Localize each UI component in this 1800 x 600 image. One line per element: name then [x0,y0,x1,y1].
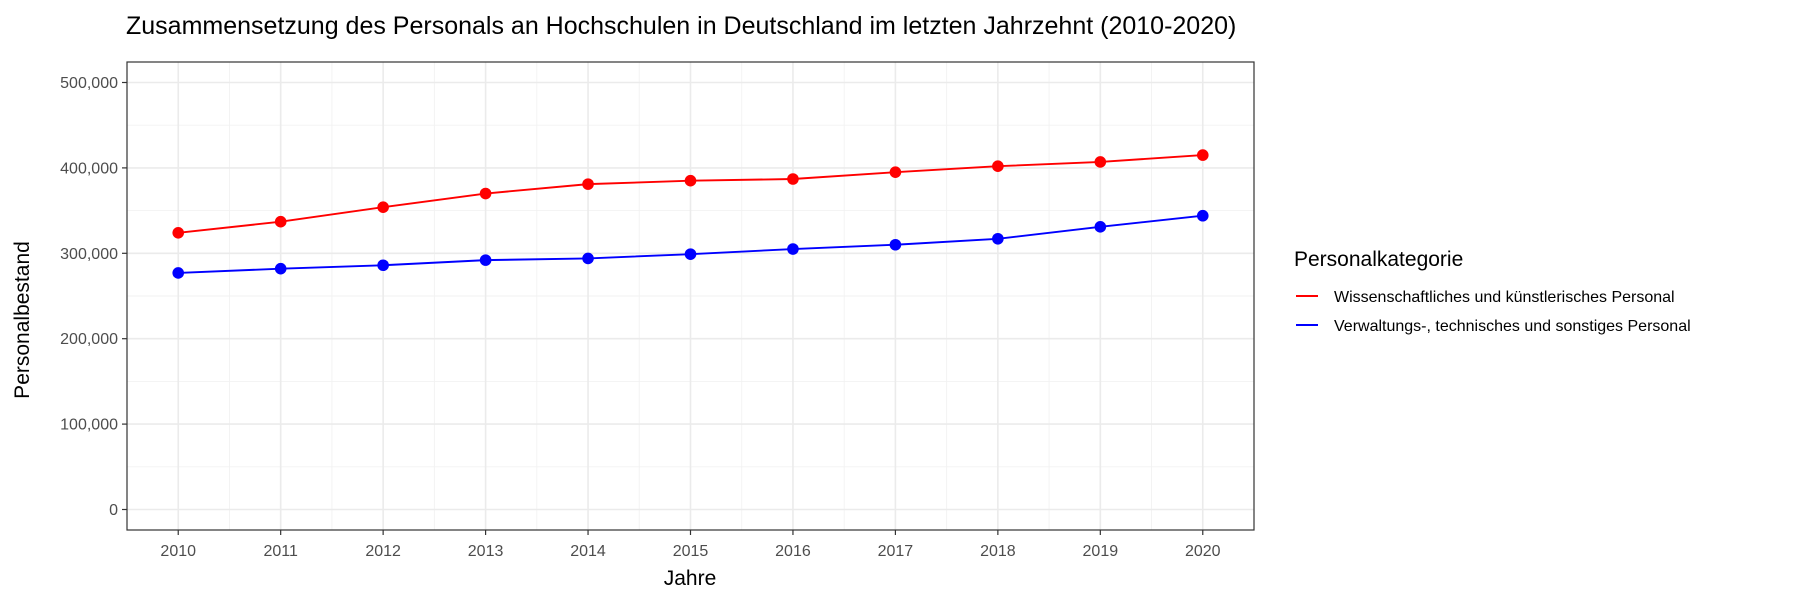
y-tick-label: 500,000 [60,75,118,92]
y-tick-label: 100,000 [60,417,118,434]
data-point [1094,221,1107,233]
data-point [889,166,902,178]
x-tick-label: 2011 [263,543,298,560]
data-point [1094,156,1107,168]
series-1 [172,149,1209,239]
data-point [992,160,1004,172]
legend-label: Wissenschaftliches und künstlerisches Pe… [1334,289,1675,306]
y-tick-label: 400,000 [60,160,118,177]
data-point [377,259,389,272]
y-tick-label: 300,000 [60,246,118,263]
series-2 [172,209,1209,279]
x-tick-label: 2018 [980,543,1016,560]
data-point [274,215,287,228]
x-tick-label: 2020 [1185,543,1221,560]
y-tick-label: 200,000 [60,331,118,348]
legend-item: Wissenschaftliches und künstlerisches Pe… [1296,289,1675,306]
x-tick-label: 2012 [365,543,401,560]
x-tick-label: 2015 [673,543,709,560]
legend: Personalkategorie Wissenschaftliches und… [1294,248,1691,335]
legend-item: Verwaltungs-, technisches und sonstiges … [1296,318,1691,335]
x-tick-label: 2013 [468,543,504,560]
data-point [479,187,492,200]
y-tick-label: 0 [109,502,118,519]
data-point [992,232,1004,245]
legend-title: Personalkategorie [1294,248,1463,271]
data-point [787,173,799,185]
data-point [172,227,185,239]
data-point [172,267,185,279]
legend-label: Verwaltungs-, technisches und sonstiges … [1334,318,1691,335]
data-point [1196,149,1209,161]
data-point [377,201,389,213]
chart-title: Zusammensetzung des Personals an Hochsch… [126,12,1236,40]
x-tick-label: 2010 [160,543,196,560]
series-layer [172,149,1209,279]
x-tick-label: 2014 [570,543,606,560]
x-tick-label: 2016 [775,543,811,560]
data-point [684,174,697,187]
x-tick-label: 2019 [1083,543,1119,560]
grid-lines [127,62,1254,530]
x-axis: 2010 2011 2012 2013 2014 2015 2016 2017 2018 2019… [160,530,1221,560]
data-point [274,262,287,275]
y-axis-title: Personalbestand [11,241,34,399]
data-point [889,238,902,251]
y-axis: 0 100,000 200,000 300,000 400,000 500,000 [60,75,127,519]
x-axis-title: Jahre [664,567,717,590]
data-point [479,254,492,266]
data-point [684,248,697,260]
data-point [582,178,594,190]
x-tick-label: 2017 [878,543,914,560]
data-point [787,243,799,255]
legend-items: Wissenschaftliches und künstlerisches Pe… [1296,289,1691,335]
data-point [582,252,594,265]
data-point [1196,209,1209,222]
